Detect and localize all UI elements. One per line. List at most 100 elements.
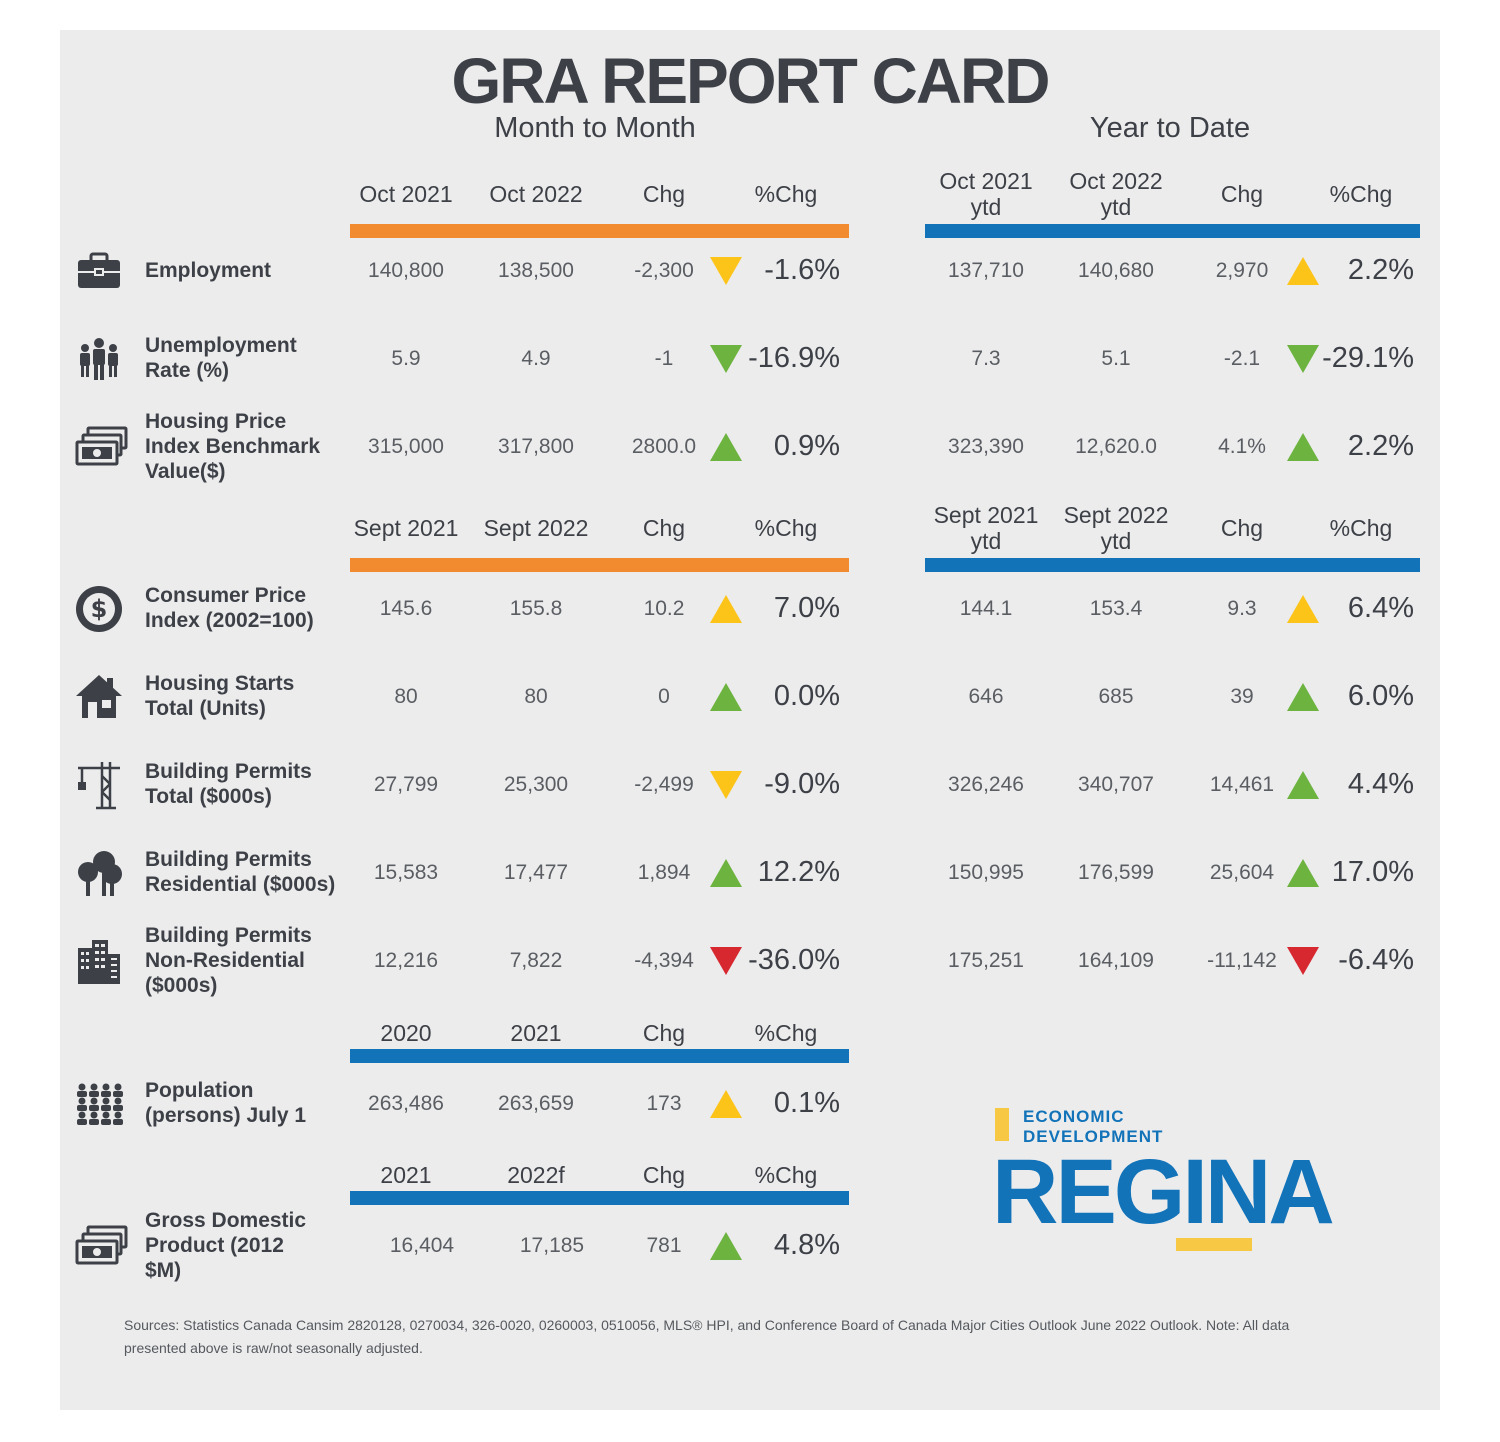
population-header-1-line-0: 2021: [510, 1020, 562, 1046]
section-sept-row-0-label: Consumer Price Index (2002=100): [145, 583, 345, 633]
population-row-value-1: 263,659: [498, 1092, 574, 1115]
section-sept-row-0-mm-pct-change: 7.0%: [773, 592, 840, 624]
section-sept-row-0-mm-value-0: 145.6: [379, 597, 433, 620]
crane-icon: [74, 760, 124, 810]
section-oct-row-2-ytd-value-1: 12,620.0: [1075, 435, 1157, 458]
section-oct-row-2-ytd-value-0: 323,390: [948, 435, 1024, 458]
gdp-row-value-1: 17,185: [519, 1234, 585, 1257]
gdp-row-label-line-1: Product (2012: [145, 1233, 284, 1257]
section-sept-row-1-ytd-trend-up-icon: [1287, 683, 1319, 711]
section-sept-row-4-ytd-value-0: 175,251: [948, 949, 1024, 972]
section-sept-row-0-ytd-value-1: 153.4: [1089, 597, 1143, 620]
section-sept-row-4-label: Building Permits Non-Residential ($000s): [145, 923, 345, 998]
section-oct-row-0-mm-value-0: 140,800: [368, 259, 444, 282]
section-oct-row-0-ytd-value-2: 2,970: [1215, 259, 1269, 282]
section-oct-ytd-header-1-line-1: ytd: [1100, 194, 1132, 220]
section-oct-mm-header-0-line-0: Oct 2021: [359, 181, 453, 207]
gdp-header-3: %Chg: [716, 1162, 856, 1188]
section-sept-row-0-mm-trend-up-icon: [710, 595, 742, 623]
section-oct-row-0-ytd-value-1: 140,680: [1078, 259, 1154, 282]
section-sept-row-3-label-line-0: Building Permits: [145, 848, 312, 871]
money-stack-icon: [74, 422, 128, 472]
section-oct-row-2-label-line-1: Index Benchmark: [145, 434, 321, 458]
section-oct-ytd-header-0-line-1: ytd: [970, 194, 1002, 220]
population-header-3-line-0: %Chg: [754, 1020, 818, 1046]
section-oct-row-0-ytd-pct-change: 2.2%: [1347, 254, 1414, 286]
section-sept-ytd-header-2: Chg: [1172, 515, 1312, 541]
gdp-header-1: 2022f: [466, 1162, 606, 1188]
section-oct-row-1-label-line-1: Rate (%): [145, 359, 230, 382]
section-sept-row-2-ytd-trend-up-icon: [1287, 771, 1319, 799]
section-sept-row-1-ytd-pct-change: 6.0%: [1347, 680, 1414, 712]
section-oct-row-1-mm-trend-down-icon: [710, 345, 742, 373]
section-sept-row-1-mm-value-0: 80: [394, 685, 418, 708]
section-sept-row-2-mm-value-2: -2,499: [634, 773, 694, 796]
section-sept-row-3-mm-value-0: 15,583: [373, 861, 439, 884]
population-header-2: Chg: [594, 1020, 734, 1046]
population-row-label: Population (persons) July 1: [145, 1078, 345, 1128]
section-sept-row-1-ytd-value-0: 646: [968, 685, 1004, 708]
section-sept-row-4-ytd-value-2: -11,142: [1207, 949, 1277, 972]
section-sept-row-2-mm-value-0: 27,799: [373, 773, 439, 796]
section-sept-row-3-mm-value-2: 1,894: [637, 861, 691, 884]
section-sept-row-2-ytd-value-1: 340,707: [1078, 773, 1154, 796]
section-sept-row-3-label-line-1: Residential ($000s): [145, 873, 336, 896]
trees-icon: [74, 848, 124, 898]
section-sept-row-2-ytd-value-2: 14,461: [1209, 773, 1275, 796]
section-oct-ytd-header-2-line-0: Chg: [1220, 181, 1264, 207]
svg-text:$: $: [91, 595, 108, 623]
gdp-header-3-line-0: %Chg: [754, 1162, 818, 1188]
section-oct-ytd-header-3-line-0: %Chg: [1329, 181, 1393, 207]
section-sept-mm-header-3-line-0: %Chg: [754, 515, 818, 541]
brand-line-economic: ECONOMIC: [1023, 1107, 1125, 1126]
report-card: [60, 30, 1440, 1410]
section-oct-row-0-label-line-0: Employment: [145, 258, 272, 282]
section-sept-row-4-mm-trend-down-icon: [710, 947, 742, 975]
section-sept-row-1-ytd-value-1: 685: [1098, 685, 1134, 708]
section-sept-ytd-header-2-line-0: Chg: [1220, 515, 1264, 541]
section-sept-ytd-header-0-line-0: Sept 2021: [933, 502, 1039, 528]
section-sept-row-3-label: Building Permits Residential ($000s): [145, 847, 345, 897]
section-oct-row-2-ytd-pct-change: 2.2%: [1347, 430, 1414, 462]
section-oct-row-0-mm-value-1: 138,500: [498, 259, 574, 282]
section-sept-mm-header-2: Chg: [594, 515, 734, 541]
section-sept-ytd-header-3-line-0: %Chg: [1329, 515, 1393, 541]
section-sept-ytd-header-0-line-1: ytd: [970, 528, 1002, 554]
section-sept-row-4-ytd-pct-change: -6.4%: [1338, 944, 1414, 976]
gdp-row-label-line-2: $M): [145, 1258, 182, 1282]
population-row-value-2: 173: [646, 1092, 682, 1115]
gdp-row-value-0: 16,404: [389, 1234, 455, 1257]
gdp-row-value-2: 781: [646, 1234, 682, 1257]
section-oct-ytd-header-1-line-0: Oct 2022: [1069, 168, 1163, 194]
section-oct-mm-header-2: Chg: [594, 181, 734, 207]
section-oct-ytd-header-2: Chg: [1172, 181, 1312, 207]
population-header-0-line-0: 2020: [380, 1020, 432, 1046]
section-oct-row-1-mm-value-0: 5.9: [391, 347, 421, 370]
section-sept-row-0-ytd-value-0: 144.1: [959, 597, 1013, 620]
section-oct-ytd-header-3: %Chg: [1291, 181, 1431, 207]
section-oct-row-1-label-line-0: Unemployment: [145, 334, 297, 357]
section-sept-month-bar: [350, 558, 849, 572]
population-bar: [350, 1049, 849, 1063]
section-sept-ytd-header-1-line-0: Sept 2022: [1063, 502, 1169, 528]
section-sept-mm-header-1-line-0: Sept 2022: [483, 515, 589, 541]
section-sept-mm-header-3: %Chg: [716, 515, 856, 541]
section-sept-row-1-mm-value-2: 0: [658, 685, 670, 708]
population-row-value-0: 263,486: [368, 1092, 444, 1115]
month-to-month-heading: Month to Month: [494, 112, 696, 144]
section-sept-ytd-header-3: %Chg: [1291, 515, 1431, 541]
section-sept-row-1-ytd-value-2: 39: [1230, 685, 1254, 708]
section-sept-ytd-header-0: Sept 2021 ytd: [916, 502, 1056, 554]
population-row-trend-up-icon: [710, 1090, 742, 1118]
section-oct-row-1-ytd-trend-down-icon: [1287, 345, 1319, 373]
section-sept-row-2-label-line-0: Building Permits: [145, 760, 312, 783]
house-icon: [74, 672, 124, 722]
gdp-bar: [350, 1191, 849, 1205]
section-oct-row-1-ytd-pct-change: -29.1%: [1322, 342, 1414, 374]
section-oct-row-0-mm-pct-change: -1.6%: [764, 254, 840, 286]
section-sept-row-3-ytd-value-2: 25,604: [1209, 861, 1275, 884]
section-sept-row-4-label-line-0: Building Permits: [145, 923, 312, 947]
section-sept-row-0-label-line-0: Consumer Price: [145, 584, 307, 607]
crowd-icon: [74, 1079, 124, 1129]
section-sept-ytd-header-1: Sept 2022 ytd: [1046, 502, 1186, 554]
